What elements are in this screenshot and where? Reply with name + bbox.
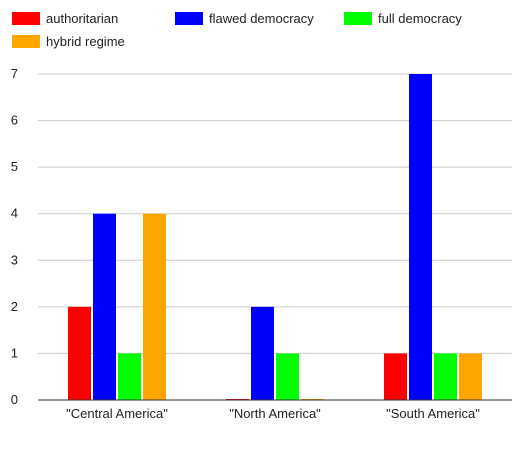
legend-label: full democracy [378, 11, 462, 26]
legend: authoritarian flawed democracy full democr… [12, 11, 462, 49]
legend-swatch [175, 12, 203, 25]
x-category-label: "Central America" [66, 406, 168, 421]
bar-flawed-democracy-2[interactable] [409, 74, 432, 400]
legend-label: flawed democracy [209, 11, 314, 26]
bar-authoritarian-2[interactable] [384, 353, 407, 400]
y-axis-ticks: 0 1 2 3 4 5 6 7 [11, 66, 18, 407]
gridlines [38, 73, 512, 354]
bar-hybrid-regime-0[interactable] [143, 213, 166, 400]
y-tick-label: 4 [11, 206, 18, 221]
y-tick-label: 1 [11, 345, 18, 360]
bar-hybrid-regime-2[interactable] [459, 353, 482, 400]
bars [68, 74, 482, 400]
legend-item[interactable]: flawed democracy [175, 11, 314, 26]
bar-full-democracy-2[interactable] [434, 353, 457, 400]
legend-item[interactable]: authoritarian [12, 11, 118, 26]
legend-swatch [344, 12, 372, 25]
y-tick-label: 6 [11, 113, 18, 128]
bar-full-democracy-0[interactable] [118, 353, 141, 400]
y-tick-label: 0 [11, 392, 18, 407]
bar-full-democracy-1[interactable] [276, 353, 299, 400]
legend-label: authoritarian [46, 11, 118, 26]
legend-swatch [12, 12, 40, 25]
y-tick-label: 5 [11, 159, 18, 174]
legend-item[interactable]: full democracy [344, 11, 462, 26]
legend-label: hybrid regime [46, 34, 125, 49]
legend-item[interactable]: hybrid regime [12, 34, 125, 49]
bar-flawed-democracy-1[interactable] [251, 306, 274, 400]
x-category-label: "South America" [386, 406, 480, 421]
y-tick-label: 3 [11, 252, 18, 267]
bar-flawed-democracy-0[interactable] [93, 213, 116, 400]
bar-authoritarian-0[interactable] [68, 306, 91, 400]
x-category-label: "North America" [229, 406, 321, 421]
x-axis-categories: "Central America" "North America" "South A… [66, 406, 480, 421]
legend-swatch [12, 35, 40, 48]
y-tick-label: 2 [11, 299, 18, 314]
y-tick-label: 7 [11, 66, 18, 81]
